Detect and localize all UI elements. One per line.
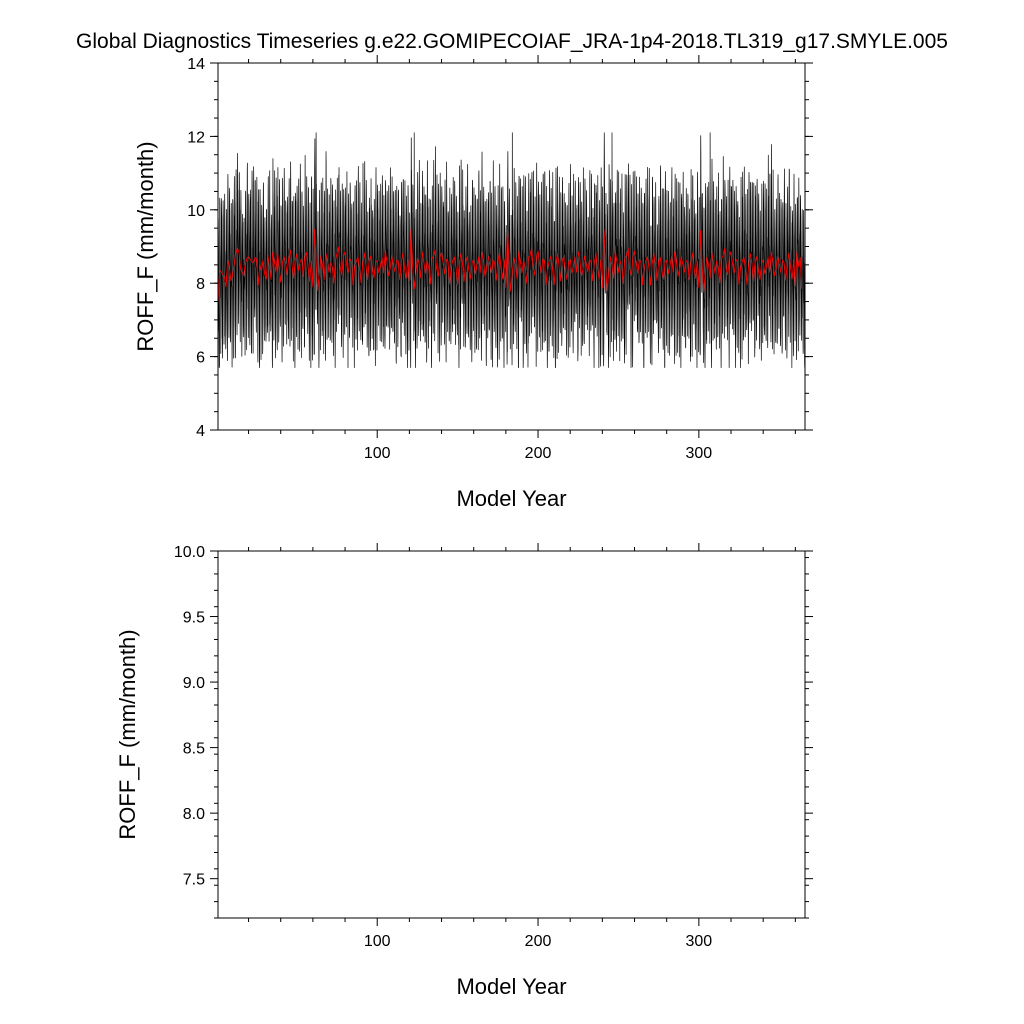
y-tick-label: 12 [187, 129, 205, 146]
panel-top: 100 200 300 4 6 8 10 12 14 Model Year ROFF_F (mm/m… [133, 55, 813, 511]
y-tick-label: 4 [196, 423, 205, 440]
x-axis-label: Model Year [456, 486, 566, 511]
x-tick-label: 100 [364, 445, 391, 462]
series-annual-line [217, 228, 803, 306]
x-tick-label: 100 [364, 933, 391, 950]
page-title: Global Diagnostics Timeseries g.e22.GOMI… [76, 30, 948, 53]
y-tick-label: 10 [187, 203, 205, 220]
x-tick-label: 300 [686, 933, 713, 950]
y-tick-label: 8.5 [183, 741, 205, 758]
y-tick-label: 9.5 [183, 610, 205, 627]
y-tick-label: 10.0 [174, 544, 205, 561]
x-tick-label: 200 [525, 933, 552, 950]
panel-bottom: 100 200 300 7.5 8.0 8.5 9.0 9.5 10.0 Model Year RO… [115, 543, 813, 999]
series-monthly-line [217, 132, 806, 368]
x-axis-label: Model Year [456, 974, 566, 999]
y-axis-label: ROFF_F (mm/month) [133, 141, 158, 351]
y-tick-label: 9.0 [183, 675, 205, 692]
y-tick-label: 8.0 [183, 806, 205, 823]
y-tick-label: 7.5 [183, 872, 205, 889]
y-tick-label: 8 [196, 276, 205, 293]
y-tick-label: 6 [196, 350, 205, 367]
x-tick-label: 300 [686, 445, 713, 462]
y-axis-label: ROFF_F (mm/month) [115, 629, 140, 839]
plot-frame [217, 550, 806, 919]
x-tick-label: 200 [525, 445, 552, 462]
y-tick-label: 14 [187, 56, 205, 73]
